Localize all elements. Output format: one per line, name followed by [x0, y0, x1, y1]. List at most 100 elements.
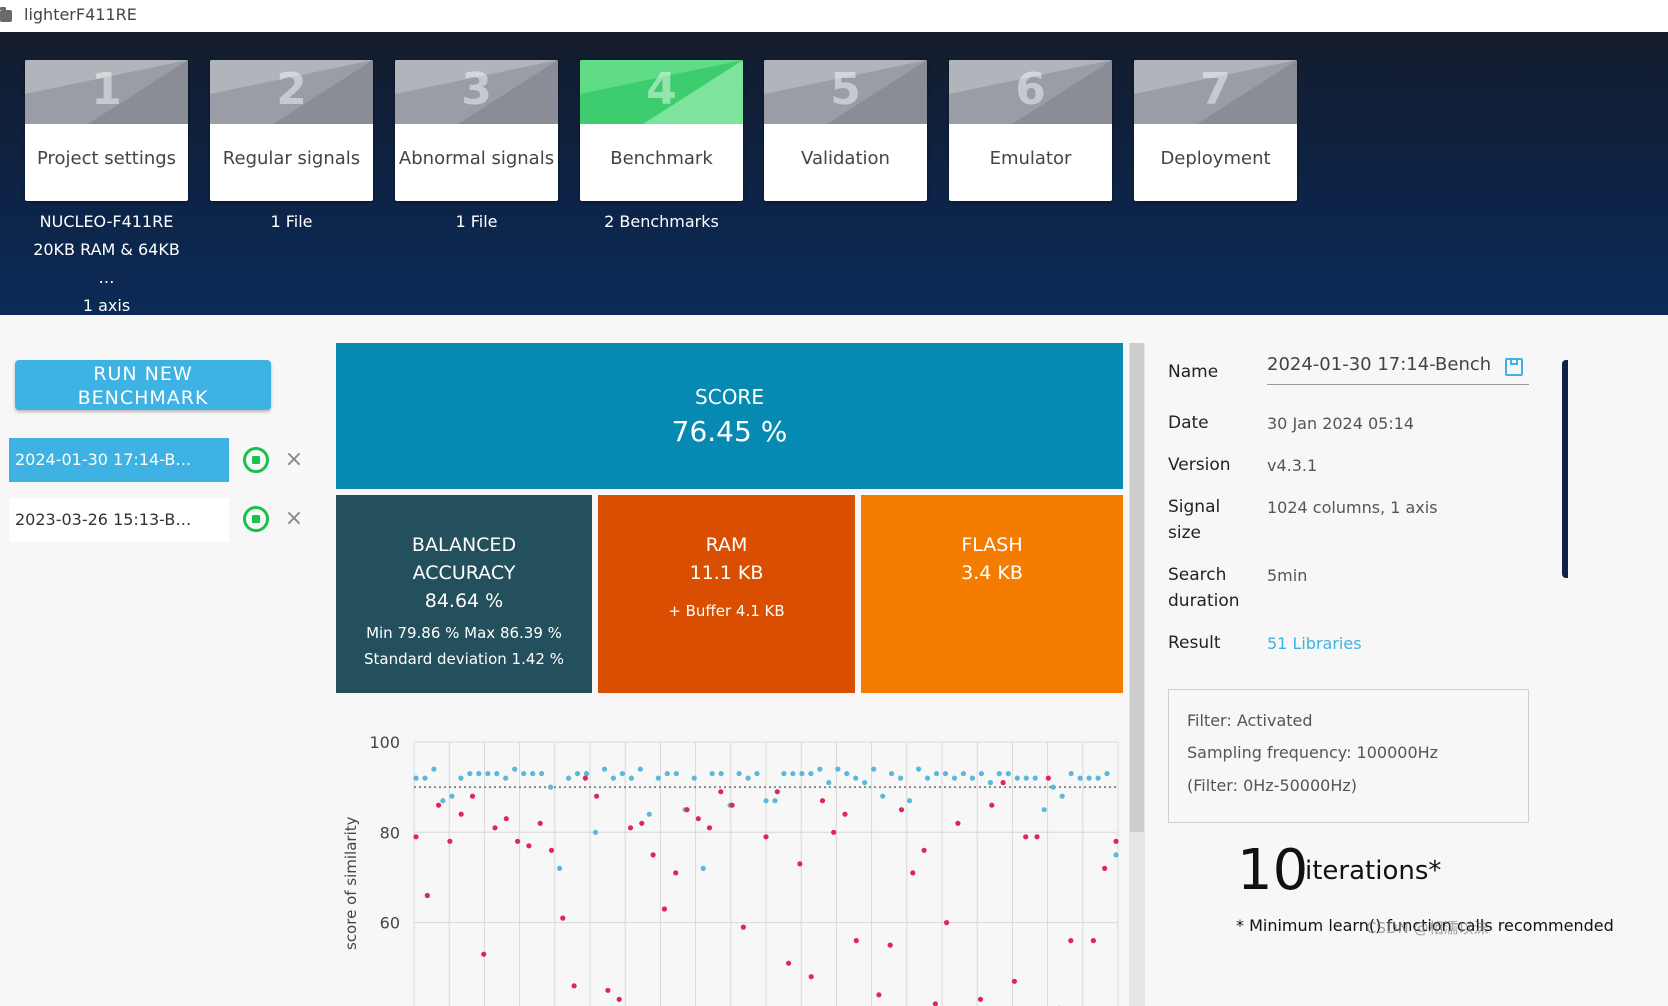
data-point-series-2 — [1023, 834, 1029, 840]
data-point-series-1 — [763, 798, 769, 804]
side-panel-edge[interactable] — [1562, 360, 1568, 578]
step-number: 7 — [1200, 64, 1231, 115]
data-point-series-1 — [969, 775, 976, 781]
workflow-header: 1 Project settings NUCLEO-F411RE 20KB RAM &… — [0, 32, 1668, 315]
data-point-series-1 — [628, 775, 634, 781]
result-libraries-link[interactable]: 51 Libraries — [1267, 634, 1362, 653]
stop-benchmark-icon[interactable] — [243, 506, 269, 532]
data-point-series-1 — [1014, 775, 1020, 781]
run-button-label-line1: RUN NEW — [93, 363, 193, 385]
filter-status: Filter: Activated — [1187, 711, 1313, 730]
data-point-series-2 — [650, 852, 656, 858]
data-point-series-2 — [898, 807, 905, 813]
data-point-series-1 — [808, 771, 814, 777]
step-info-line: 1 File — [270, 212, 313, 231]
data-point-series-2 — [910, 870, 916, 876]
scrollbar-thumb[interactable] — [1130, 343, 1144, 832]
data-point-series-1 — [996, 771, 1002, 777]
step-validation[interactable]: 5 Validation — [764, 60, 927, 201]
step-emulator[interactable]: 6 Emulator — [949, 60, 1112, 201]
data-point-series-1 — [548, 784, 554, 790]
iterations-label: iterations* — [1305, 856, 1442, 886]
step-banner: 7 — [1134, 60, 1297, 124]
accuracy-minmax: Min 79.86 % Max 86.39 % — [366, 624, 562, 642]
step-info: 2 Benchmarks — [580, 208, 743, 236]
benchmark-name-input[interactable]: 2024-01-30 17:14-Bench — [1267, 354, 1529, 385]
step-regular-signals[interactable]: 2 Regular signals — [210, 60, 373, 201]
step-label: Validation — [801, 148, 890, 169]
benchmark-list-item[interactable]: 2023-03-26 15:13-B… — [9, 498, 229, 542]
ram-value: 11.1 KB — [689, 562, 764, 584]
data-point-series-1 — [978, 771, 985, 777]
accuracy-label-line2: ACCURACY — [412, 562, 516, 584]
step-banner: 3 — [395, 60, 558, 124]
data-point-series-1 — [691, 775, 697, 781]
data-point-series-2 — [424, 892, 430, 899]
project-title[interactable]: lighterF411RE — [24, 5, 137, 24]
data-point-series-1 — [862, 780, 868, 786]
benchmark-list-item-selected[interactable]: 2024-01-30 17:14-B… — [9, 438, 229, 482]
data-point-series-1 — [458, 775, 464, 781]
data-point-series-1 — [664, 771, 670, 777]
step-info: 1 File — [210, 208, 373, 236]
step-info: 1 File — [395, 208, 558, 236]
close-icon[interactable]: × — [284, 447, 304, 472]
data-point-series-2 — [560, 915, 566, 921]
version-value: v4.3.1 — [1267, 456, 1318, 475]
data-point-series-1 — [539, 771, 545, 777]
watermark: CSDN @相濡以沫 — [1366, 919, 1489, 937]
run-new-benchmark-button[interactable]: RUN NEW BENCHMARK — [15, 360, 271, 410]
balanced-accuracy-tile: BALANCED ACCURACY 84.64 % Min 79.86 % Ma… — [336, 495, 592, 693]
data-point-series-1 — [601, 766, 608, 772]
step-abnormal-signals[interactable]: 3 Abnormal signals — [395, 60, 558, 201]
data-point-series-1 — [1068, 771, 1074, 777]
data-point-series-2 — [1102, 865, 1108, 871]
data-point-series-1 — [619, 771, 625, 777]
data-point-series-1 — [880, 793, 886, 799]
data-point-series-1 — [1059, 793, 1065, 799]
y-tick-label: 40 — [380, 1004, 400, 1006]
step-banner: 6 — [949, 60, 1112, 124]
data-point-series-1 — [440, 798, 446, 804]
data-point-series-2 — [447, 838, 453, 844]
data-point-series-1 — [835, 766, 841, 772]
y-tick-label: 80 — [380, 823, 400, 842]
accuracy-value: 84.64 % — [424, 590, 504, 612]
name-label: Name — [1168, 362, 1219, 382]
flash-tile: FLASH 3.4 KB — [861, 495, 1123, 693]
data-point-series-1 — [960, 771, 967, 777]
data-point-series-1 — [557, 865, 563, 871]
data-point-series-1 — [1086, 775, 1092, 781]
step-banner: 1 — [25, 60, 188, 124]
data-point-series-1 — [736, 771, 742, 777]
data-point-series-1 — [924, 775, 931, 781]
stop-benchmark-icon[interactable] — [243, 447, 269, 473]
step-deployment[interactable]: 7 Deployment — [1134, 60, 1297, 201]
step-label: Deployment — [1160, 148, 1271, 169]
data-point-series-2 — [548, 847, 555, 853]
data-point-series-1 — [422, 775, 428, 781]
data-point-series-1 — [655, 775, 661, 781]
data-point-series-2 — [503, 816, 509, 822]
data-point-series-1 — [1077, 775, 1083, 781]
data-point-series-1 — [592, 829, 599, 835]
data-point-series-1 — [799, 771, 805, 777]
data-point-series-1 — [1032, 775, 1038, 781]
step-info-line: NUCLEO-F411RE — [39, 212, 174, 231]
data-point-series-1 — [566, 775, 572, 781]
close-icon[interactable]: × — [284, 506, 304, 531]
data-point-series-1 — [476, 771, 482, 777]
step-label: Project settings — [36, 148, 177, 169]
data-point-series-2 — [1045, 775, 1051, 781]
step-label: Abnormal signals — [398, 148, 555, 169]
save-icon[interactable] — [1505, 358, 1523, 376]
step-project-settings[interactable]: 1 Project settings — [25, 60, 188, 201]
step-number: 3 — [461, 64, 492, 115]
data-point-series-1 — [933, 771, 940, 777]
data-point-series-1 — [485, 771, 491, 777]
step-benchmark[interactable]: 4 Benchmark — [580, 60, 743, 201]
data-point-series-1 — [449, 793, 455, 799]
data-point-series-1 — [709, 771, 715, 777]
project-titlebar: lighterF411RE — [0, 0, 1668, 33]
data-point-series-2 — [876, 992, 882, 998]
